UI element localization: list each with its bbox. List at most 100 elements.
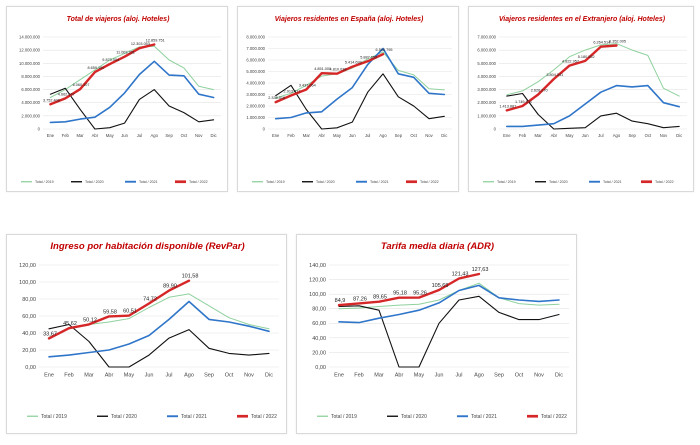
y-tick-label: 8.000.000 [21, 74, 40, 79]
chart-title: Tarifa media diaria (ADR) [381, 241, 494, 252]
x-tick-label: Jun [121, 133, 128, 138]
y-tick-label: 2.000.000 [21, 113, 40, 118]
x-tick-label: May [333, 133, 342, 138]
legend-label: Total / 2021 [370, 180, 389, 184]
x-tick-label: Nov [534, 373, 544, 379]
x-tick-label: Sep [395, 133, 403, 138]
series-line-2021 [49, 60, 215, 124]
x-tick-label: Mar [76, 133, 84, 138]
data-label: 89,90 [163, 284, 177, 290]
y-tick-label: 4.000.000 [21, 100, 40, 105]
x-tick-label: Nov [425, 133, 433, 138]
x-tick-label: Nov [195, 133, 203, 138]
x-tick-label: Mar [374, 373, 384, 379]
data-label: 3.437.064 [299, 83, 316, 87]
x-tick-label: Dic [555, 373, 563, 379]
chart-title: Viajeros residentes en el Extranjero (al… [499, 16, 666, 23]
series-line-2019 [506, 43, 680, 97]
x-tick-label: Ene [503, 133, 511, 138]
series-line-2019 [338, 282, 560, 310]
y-tick-label: 5.000.000 [246, 69, 265, 74]
data-label: 87,26 [353, 296, 367, 302]
data-label: 50,12 [83, 317, 97, 323]
data-label: 3.752.409 [43, 98, 60, 102]
y-tick-label: 20,00 [22, 348, 36, 354]
x-tick-label: Sep [165, 133, 173, 138]
chart-title: Ingreso por habitación disponible (RevPa… [50, 241, 244, 252]
y-tick-label: 120,00 [309, 277, 326, 283]
x-tick-label: Feb [354, 373, 363, 379]
y-tick-label: 20,00 [312, 350, 326, 356]
x-tick-label: Feb [519, 133, 527, 138]
legend-label: Total / 2020 [85, 180, 104, 184]
legend-label: Total / 2021 [139, 180, 158, 184]
legend-label: Total / 2020 [401, 414, 427, 420]
data-label: 121,43 [452, 272, 469, 278]
data-label: 89,65 [373, 295, 387, 301]
x-tick-label: Mar [535, 133, 543, 138]
data-label: 8.659.190 [87, 66, 104, 70]
x-tick-label: Abr [551, 133, 558, 138]
chart-title: Viajeros residentes en España (aloj. Hot… [275, 16, 424, 23]
legend-label: Total / 2022 [541, 414, 567, 420]
data-label: 6.352.005 [609, 40, 626, 44]
series-line-2020 [506, 92, 680, 130]
y-tick-label: 100,00 [309, 292, 326, 298]
data-label: 12.859.751 [146, 38, 165, 42]
x-tick-label: Dic [265, 373, 273, 379]
x-tick-label: Ago [474, 373, 484, 379]
data-label: 4.851.000 [314, 67, 331, 71]
y-tick-label: 120,00 [19, 263, 36, 269]
data-label: 74,72 [143, 296, 157, 302]
y-tick-label: 6.000.000 [246, 57, 265, 62]
x-tick-label: Feb [287, 133, 295, 138]
x-tick-label: Abr [318, 133, 325, 138]
x-tick-label: Dic [211, 133, 217, 138]
y-tick-label: 100,00 [19, 280, 36, 286]
x-tick-label: Jul [365, 133, 370, 138]
legend-label: Total / 2022 [420, 180, 439, 184]
x-tick-label: May [124, 373, 135, 379]
x-tick-label: Ene [334, 373, 344, 379]
y-tick-label: 80,00 [312, 307, 326, 313]
x-tick-label: Jun [435, 373, 444, 379]
x-tick-label: Ago [184, 373, 194, 379]
y-tick-label: 0,00 [25, 365, 36, 371]
data-label: 4.810.038 [330, 68, 347, 72]
data-label: 105,69 [432, 283, 449, 289]
data-label: 2.913.417 [284, 89, 301, 93]
x-tick-label: Ene [47, 133, 55, 138]
y-tick-label: 14.000.000 [19, 34, 41, 39]
x-tick-label: Sep [628, 133, 636, 138]
series-line-2020 [275, 73, 445, 130]
legend-label: Total / 2020 [111, 414, 137, 420]
data-label: 5.414.699 [345, 61, 362, 65]
series-line-2022 [49, 43, 156, 106]
data-label: 6.060.107 [73, 83, 90, 87]
legend-label: Total / 2022 [655, 180, 674, 184]
chart-panel-residentes-extranjero: Viajeros residentes en el Extranjero (al… [468, 6, 694, 192]
legend-label: Total / 2019 [497, 180, 516, 184]
data-label: 60,51 [123, 309, 137, 315]
y-tick-label: 2.000.000 [477, 100, 496, 105]
chart-residentes-extranjero: Viajeros residentes en el Extranjero (al… [477, 16, 687, 184]
legend-label: Total / 2022 [251, 414, 277, 420]
x-tick-label: Dic [676, 133, 682, 138]
y-tick-label: 3.000.000 [246, 92, 265, 97]
y-tick-label: 3.000.000 [477, 87, 496, 92]
legend-label: Total / 2019 [266, 180, 285, 184]
y-tick-label: 12.000.000 [19, 48, 41, 53]
series-line-2022 [47, 279, 191, 340]
series-line-2021 [274, 47, 446, 120]
x-tick-label: Nov [660, 133, 668, 138]
x-tick-label: Jul [598, 133, 603, 138]
y-tick-label: 1.000.000 [477, 113, 496, 118]
data-label: 12.303.053 [131, 42, 150, 46]
x-tick-label: Mar [84, 373, 94, 379]
x-tick-label: Oct [410, 133, 417, 138]
x-tick-label: May [414, 373, 425, 379]
x-tick-label: Sep [494, 373, 504, 379]
series-line-2020 [48, 323, 270, 368]
chart-panel-residentes-espana: Viajeros residentes en España (aloj. Hot… [237, 6, 459, 192]
series-line-2020 [338, 295, 560, 368]
